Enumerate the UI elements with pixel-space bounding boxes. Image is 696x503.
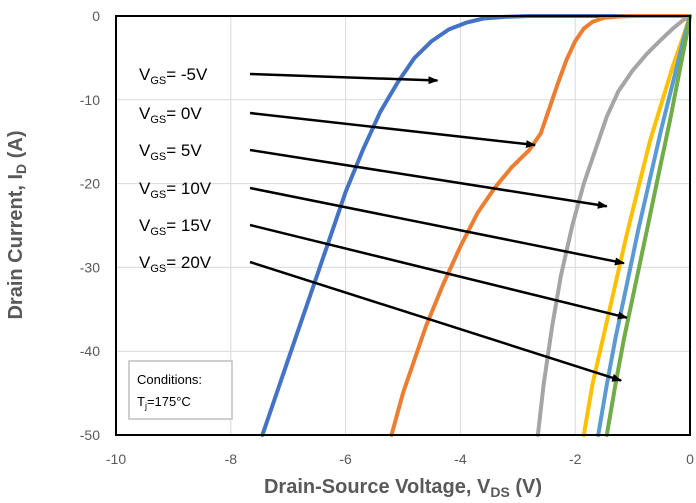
x-tick-label: 0	[686, 451, 694, 467]
series-line-5	[604, 14, 692, 437]
conditions-value: Tj=175°C	[137, 394, 191, 411]
series-line-0	[260, 14, 690, 437]
annotation-arrow-0	[249, 72, 439, 85]
x-tick-label: -10	[106, 451, 126, 467]
series-line-1	[389, 14, 690, 437]
series-line-2	[535, 14, 692, 437]
series-line-3	[581, 14, 692, 437]
vgs-annotation-5: VGS= 20V	[139, 253, 212, 275]
annotation-arrow-3	[249, 186, 625, 266]
y-tick-label: -50	[80, 427, 100, 443]
series-line-4	[596, 14, 692, 437]
y-tick-label: -20	[80, 176, 100, 192]
y-tick-label: -40	[80, 343, 100, 359]
x-axis-title: Drain-Source Voltage, VDS (V)	[264, 476, 542, 500]
y-tick-label: -30	[80, 259, 100, 275]
annotation-arrow-4	[249, 223, 628, 320]
x-tick-label: -8	[225, 451, 238, 467]
conditions-title: Conditions:	[137, 372, 202, 387]
vgs-annotation-4: VGS= 15V	[139, 216, 212, 238]
x-tick-label: -4	[454, 451, 467, 467]
y-tick-label: 0	[92, 8, 100, 24]
plot-frame	[115, 15, 691, 436]
vgs-annotation-2: VGS= 5V	[139, 141, 202, 163]
x-tick-label: -2	[569, 451, 582, 467]
annotation-arrow-5	[249, 260, 623, 382]
conditions-box-frame	[128, 360, 233, 420]
vgs-annotation-1: VGS= 0V	[139, 104, 202, 126]
x-tick-label: -6	[339, 451, 352, 467]
y-axis-title: Drain Current, ID (A)	[5, 130, 29, 319]
y-tick-label: -10	[80, 92, 100, 108]
vgs-annotation-3: VGS= 10V	[139, 179, 212, 201]
conditions-box: Conditions: Tj=175°C	[128, 360, 233, 420]
annotations: VGS= -5V VGS= 0V VGS= 5V VGS= 10V VGS= 15V VG…	[139, 65, 628, 382]
tick-labels: -10 -8 -6 -4 -2 00-10-20-30-40-50	[80, 8, 694, 467]
vgs-annotation-0: VGS= -5V	[139, 65, 208, 87]
annotation-arrow-1	[249, 111, 537, 149]
plot-border	[115, 15, 691, 436]
annotation-arrow-2	[249, 148, 608, 209]
series-group	[260, 14, 692, 437]
